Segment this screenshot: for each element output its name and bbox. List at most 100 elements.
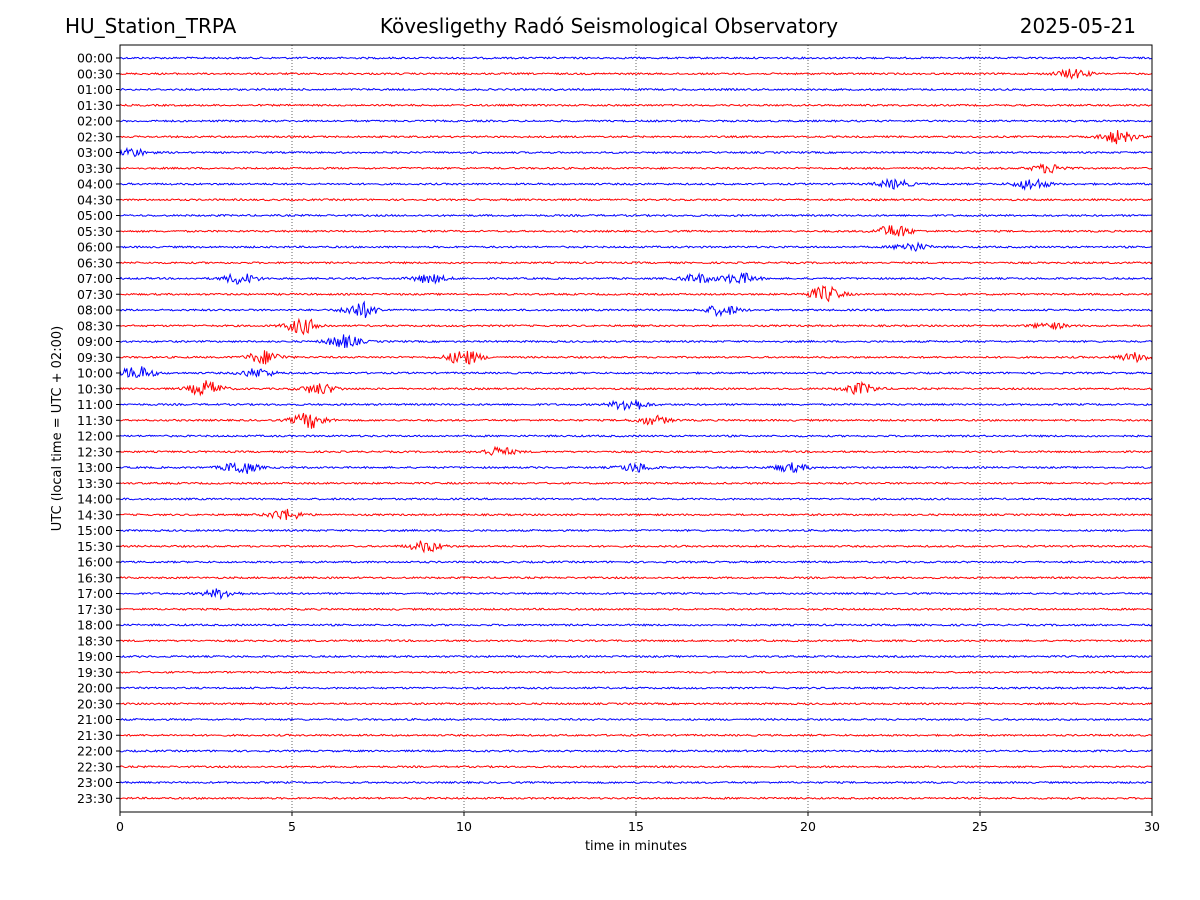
y-tick-label-08:30: 08:30	[77, 318, 113, 333]
y-tick-label-21:00: 21:00	[77, 712, 113, 727]
x-tick-label-30: 30	[1144, 819, 1160, 834]
trace-15:30	[119, 540, 1153, 554]
y-tick-label-20:00: 20:00	[77, 681, 113, 696]
trace-13:30	[119, 481, 1153, 485]
x-tick-label-25: 25	[972, 819, 988, 834]
y-tick-label-09:00: 09:00	[77, 334, 113, 349]
y-tick-label-15:30: 15:30	[77, 539, 113, 554]
station-name: HU_Station_TRPA	[65, 14, 237, 38]
trace-04:30	[119, 198, 1153, 202]
trace-12:00	[119, 434, 1153, 438]
y-axis-ticks: 00:0000:3001:0001:3002:0002:3003:0003:30…	[77, 51, 120, 806]
y-tick-label-09:30: 09:30	[77, 350, 113, 365]
trace-10:30	[119, 380, 1153, 397]
trace-06:30	[119, 261, 1153, 265]
y-tick-label-14:30: 14:30	[77, 507, 113, 522]
y-tick-label-02:30: 02:30	[77, 129, 113, 144]
trace-18:30	[119, 639, 1153, 643]
y-tick-label-05:00: 05:00	[77, 208, 113, 223]
trace-15:00	[119, 528, 1153, 533]
y-tick-label-18:30: 18:30	[77, 633, 113, 648]
trace-21:00	[119, 717, 1153, 722]
seismogram-traces	[119, 56, 1153, 800]
x-axis-label: time in minutes	[585, 839, 687, 854]
y-tick-label-10:00: 10:00	[77, 366, 113, 381]
record-date: 2025-05-21	[1019, 14, 1136, 38]
y-tick-label-04:00: 04:00	[77, 177, 113, 192]
trace-05:00	[119, 213, 1153, 218]
y-tick-label-07:00: 07:00	[77, 271, 113, 286]
y-tick-label-03:00: 03:00	[77, 145, 113, 160]
trace-22:00	[119, 749, 1153, 753]
y-tick-label-17:30: 17:30	[77, 602, 113, 617]
y-tick-label-19:30: 19:30	[77, 665, 113, 680]
y-tick-label-05:30: 05:30	[77, 224, 113, 239]
y-tick-label-02:00: 02:00	[77, 114, 113, 129]
trace-06:00	[119, 241, 1153, 252]
y-tick-label-15:00: 15:00	[77, 523, 113, 538]
trace-09:00	[119, 334, 1153, 349]
trace-01:00	[119, 87, 1153, 92]
y-tick-label-23:00: 23:00	[77, 775, 113, 790]
x-tick-label-15: 15	[628, 819, 644, 834]
trace-03:00	[119, 146, 1153, 158]
y-tick-label-00:30: 00:30	[77, 66, 113, 81]
y-tick-label-13:00: 13:00	[77, 460, 113, 475]
x-tick-label-10: 10	[456, 819, 472, 834]
trace-04:00	[119, 177, 1153, 192]
y-tick-label-23:30: 23:30	[77, 791, 113, 806]
x-axis-ticks: 0 5 10 15 20 25 30	[116, 812, 1160, 834]
y-tick-label-11:30: 11:30	[77, 413, 113, 428]
trace-01:30	[119, 103, 1153, 107]
x-tick-label-0: 0	[116, 819, 124, 834]
x-tick-label-5: 5	[288, 819, 296, 834]
y-tick-label-21:30: 21:30	[77, 728, 113, 743]
y-tick-label-17:00: 17:00	[77, 586, 113, 601]
trace-21:30	[119, 733, 1152, 737]
y-axis-label: UTC (local time = UTC + 02:00)	[50, 326, 65, 531]
trace-19:00	[119, 654, 1153, 659]
y-tick-label-06:00: 06:00	[77, 240, 113, 255]
y-tick-label-14:00: 14:00	[77, 492, 113, 507]
grid-lines	[291, 45, 981, 812]
y-tick-label-19:00: 19:00	[77, 649, 113, 664]
trace-05:30	[119, 225, 1153, 237]
trace-23:30	[119, 796, 1153, 800]
trace-07:00	[119, 272, 1153, 285]
trace-20:30	[120, 702, 1153, 706]
trace-16:30	[119, 576, 1153, 580]
y-tick-label-18:00: 18:00	[77, 618, 113, 633]
trace-13:00	[119, 461, 1153, 474]
y-tick-label-16:30: 16:30	[77, 570, 113, 585]
trace-07:30	[119, 285, 1153, 303]
y-tick-label-01:30: 01:30	[77, 98, 113, 113]
y-tick-label-12:00: 12:00	[77, 429, 113, 444]
trace-00:30	[119, 68, 1153, 80]
y-tick-label-22:00: 22:00	[77, 744, 113, 759]
trace-18:00	[119, 623, 1153, 627]
trace-22:30	[119, 765, 1153, 769]
y-tick-label-04:30: 04:30	[77, 192, 113, 207]
y-tick-label-06:30: 06:30	[77, 255, 113, 270]
trace-00:00	[119, 56, 1153, 60]
trace-11:30	[119, 412, 1153, 429]
y-tick-label-20:30: 20:30	[77, 696, 113, 711]
trace-12:30	[119, 445, 1153, 456]
y-tick-label-10:30: 10:30	[77, 381, 113, 396]
y-tick-label-13:30: 13:30	[77, 476, 113, 491]
trace-14:00	[119, 497, 1153, 501]
y-tick-label-22:30: 22:30	[77, 759, 113, 774]
y-tick-label-11:00: 11:00	[77, 397, 113, 412]
observatory-title: Kövesligethy Radó Seismological Observat…	[379, 14, 839, 38]
y-tick-label-16:00: 16:00	[77, 555, 113, 570]
y-tick-label-00:00: 00:00	[77, 51, 113, 66]
trace-16:00	[119, 560, 1152, 564]
trace-02:30	[120, 129, 1153, 145]
trace-11:00	[119, 399, 1153, 412]
trace-08:30	[119, 317, 1153, 336]
trace-19:30	[119, 670, 1152, 674]
trace-10:00	[119, 366, 1153, 378]
x-tick-label-20: 20	[800, 819, 816, 834]
trace-03:30	[119, 163, 1153, 174]
trace-08:00	[119, 300, 1153, 318]
